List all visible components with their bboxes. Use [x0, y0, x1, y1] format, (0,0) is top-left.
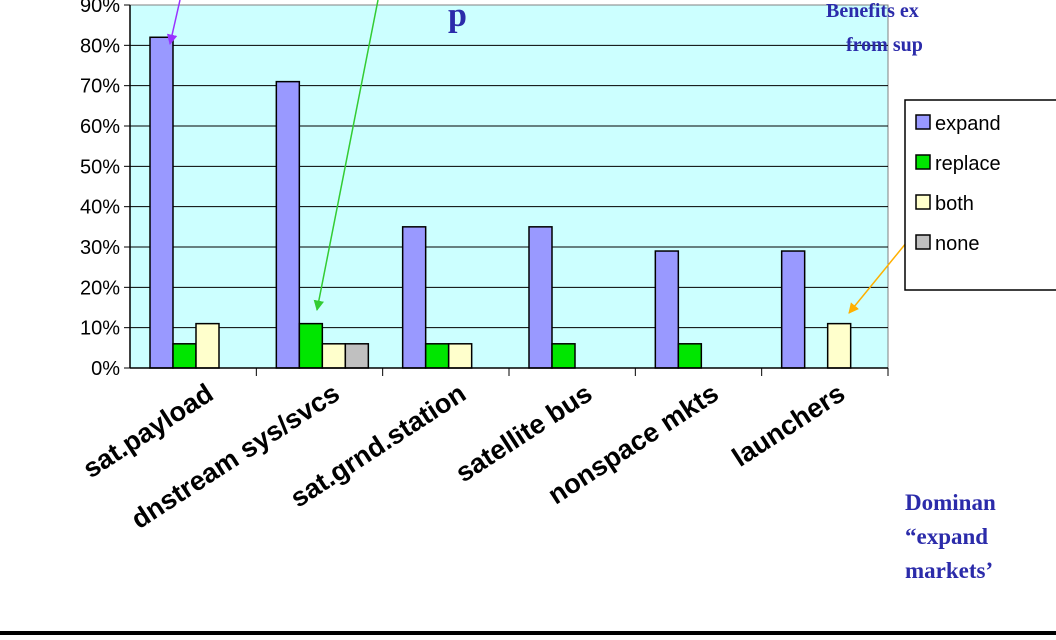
bar-replace [298, 322, 324, 369]
plot-area [129, 4, 889, 369]
legend-swatch [915, 114, 931, 130]
top-note: Benefits ex from sup [826, 0, 923, 62]
bar-expand [780, 250, 806, 369]
legend-swatch [915, 234, 931, 250]
slide-bottom-rule [0, 631, 1056, 635]
x-tick-label: dnstream sys/svcs [126, 378, 345, 535]
bar-expand [528, 226, 553, 369]
bottom-note: Dominan “expand markets’ [905, 486, 996, 588]
y-tick-label: 70% [80, 76, 120, 98]
legend-label: expand [935, 113, 1001, 135]
y-tick-label: 90% [80, 0, 120, 17]
bar-expand [149, 36, 174, 369]
annotation-arrow-purple [166, 0, 181, 46]
top-note-line-1: Benefits ex [826, 0, 919, 22]
bar-expand [275, 80, 301, 369]
bar-expand [654, 250, 680, 369]
bar-both [195, 322, 220, 369]
annotation-arrow-green [313, 0, 379, 312]
legend-swatch [915, 154, 931, 170]
bar-expand [401, 226, 427, 369]
bottom-note-line-2: “expand [905, 524, 989, 549]
title-fragment: p [448, 0, 467, 34]
y-tick-label: 10% [80, 318, 120, 340]
y-tick-label: 60% [80, 116, 120, 138]
bottom-note-line-3: markets’ [905, 558, 994, 583]
y-tick-label: 40% [80, 197, 120, 219]
bar-both [826, 322, 852, 369]
legend-label: both [935, 193, 974, 215]
bar-both [321, 343, 347, 369]
legend-label: none [935, 233, 980, 255]
bottom-note-line-1: Dominan [905, 490, 996, 515]
y-tick-label: 30% [80, 237, 120, 259]
bar-replace [172, 343, 197, 369]
legend: expand replace both none [904, 99, 1056, 291]
bar-replace [551, 343, 576, 369]
legend-label: replace [935, 153, 1001, 175]
bar-replace [677, 343, 703, 369]
bar-both [447, 343, 473, 369]
y-tick-label: 80% [80, 35, 120, 57]
x-tick-label: launchers [727, 378, 850, 473]
y-tick-label: 50% [80, 156, 120, 178]
bar-none [344, 343, 370, 369]
y-tick-label: 20% [80, 277, 120, 299]
legend-swatch [915, 194, 931, 210]
bar-replace [424, 343, 450, 369]
y-tick-label: 0% [91, 358, 120, 380]
top-note-line-2: from sup [846, 34, 923, 56]
gridlines [130, 44, 888, 329]
